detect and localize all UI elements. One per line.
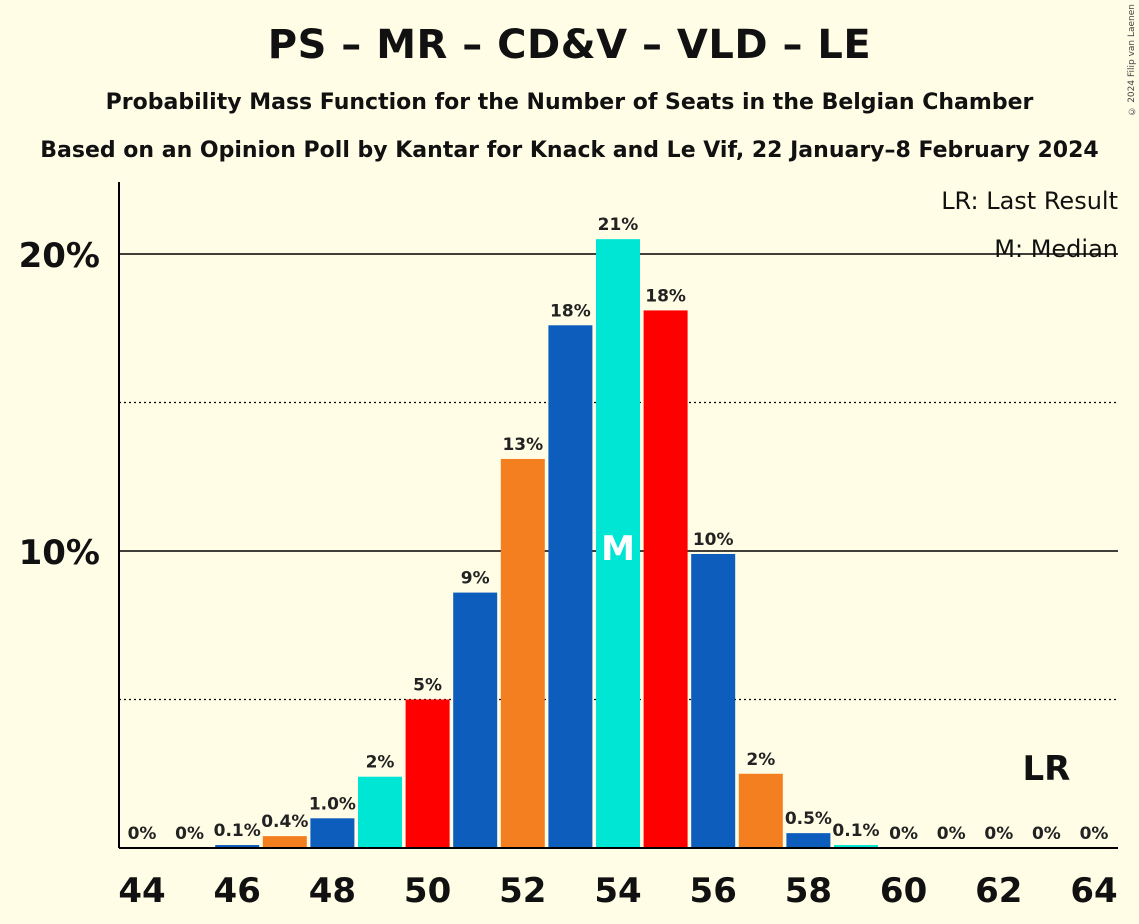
x-tick-label-56: 56 <box>690 871 737 911</box>
bar-label-50: 5% <box>413 676 442 696</box>
chart-subtitle: Probability Mass Function for the Number… <box>105 90 1034 115</box>
bar-label-57: 2% <box>746 750 775 770</box>
bar-label-55: 18% <box>645 286 686 306</box>
bar-label-60: 0% <box>889 824 918 844</box>
bar-label-45: 0% <box>175 824 204 844</box>
chart-title: PS – MR – CD&V – VLD – LE <box>267 22 872 68</box>
y-tick-label: 10% <box>19 533 100 573</box>
bar-label-56: 10% <box>693 530 734 550</box>
axes: 10% 20% 44 46 48 50 52 54 56 58 60 62 64 <box>19 182 1118 911</box>
bar-label-63: 0% <box>1032 824 1061 844</box>
bar-label-48: 1.0% <box>309 794 356 814</box>
bar-49 <box>358 776 402 848</box>
bar-label-54: 21% <box>598 215 639 235</box>
bar-label-53: 18% <box>550 301 591 321</box>
x-tick-label-54: 54 <box>594 871 641 911</box>
bar-label-52: 13% <box>502 435 543 455</box>
x-tick-label-64: 64 <box>1070 871 1117 911</box>
x-tick-label-58: 58 <box>785 871 832 911</box>
bar-52 <box>500 458 545 848</box>
x-tick-label-48: 48 <box>309 871 356 911</box>
bar-59 <box>834 845 878 848</box>
chart-subtitle-source: Based on an Opinion Poll by Kantar for K… <box>40 138 1099 163</box>
bar-label-59: 0.1% <box>832 821 879 841</box>
bar-47 <box>262 836 307 848</box>
bar-label-64: 0% <box>1080 824 1109 844</box>
bar-label-61: 0% <box>937 824 966 844</box>
bar-58 <box>786 833 831 848</box>
bar-label-58: 0.5% <box>785 809 832 829</box>
x-tick-label-46: 46 <box>214 871 261 911</box>
bar-46 <box>215 845 260 848</box>
median-marker: M <box>601 529 635 569</box>
legend: LR: Last Result M: Median <box>941 187 1118 263</box>
x-tick-label-62: 62 <box>975 871 1022 911</box>
bar-51 <box>453 592 498 848</box>
bar-label-51: 9% <box>461 569 490 589</box>
last-result-marker: LR <box>1022 749 1070 789</box>
bar-50 <box>405 699 450 848</box>
bars <box>215 239 878 848</box>
legend-median: M: Median <box>994 235 1118 263</box>
y-tick-label: 20% <box>19 236 100 276</box>
bar-48 <box>310 818 355 848</box>
bar-54 <box>596 239 640 848</box>
bar-53 <box>548 325 593 848</box>
bar-value-labels: 0% 0% 0.1% 0.4%1.0%2%5%9%13%18%21%18%10%2%0… <box>128 215 1109 844</box>
x-tick-label-50: 50 <box>404 871 451 911</box>
bar-56 <box>691 553 736 848</box>
x-tick-label-52: 52 <box>499 871 546 911</box>
bar-label-46: 0.1% <box>214 821 261 841</box>
bar-55 <box>643 310 688 848</box>
bar-label-49: 2% <box>366 753 395 773</box>
x-tick-label-44: 44 <box>118 871 165 911</box>
x-tick-label-60: 60 <box>880 871 927 911</box>
bar-label-47: 0.4% <box>261 812 308 832</box>
bar-label-44: 0% <box>128 824 157 844</box>
legend-last-result: LR: Last Result <box>941 187 1118 215</box>
bar-57 <box>738 773 783 848</box>
bar-label-62: 0% <box>984 824 1013 844</box>
